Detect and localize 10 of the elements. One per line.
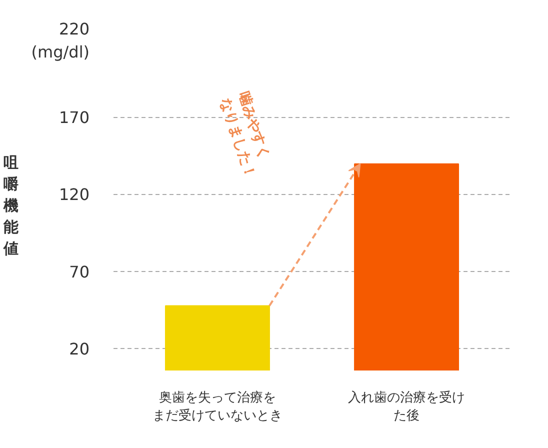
y-tick-label: 120 [58,185,90,204]
x-tick-label: 入れ歯の治療を受けた後 [348,390,466,424]
y-axis-title: 咀嚼機能値 [2,153,20,258]
y-tick-label: 170 [58,108,90,128]
y-tick-label: 220 [58,20,90,39]
y-tick-label: 70 [69,262,90,282]
text: (mg/dl) [31,42,90,62]
annotation: 噛みやすく なりました！ [216,90,272,181]
x-tick-label: 奥歯を失って治療をまだ受けていないとき [152,390,282,424]
y-tick-label: 20 [69,339,90,358]
